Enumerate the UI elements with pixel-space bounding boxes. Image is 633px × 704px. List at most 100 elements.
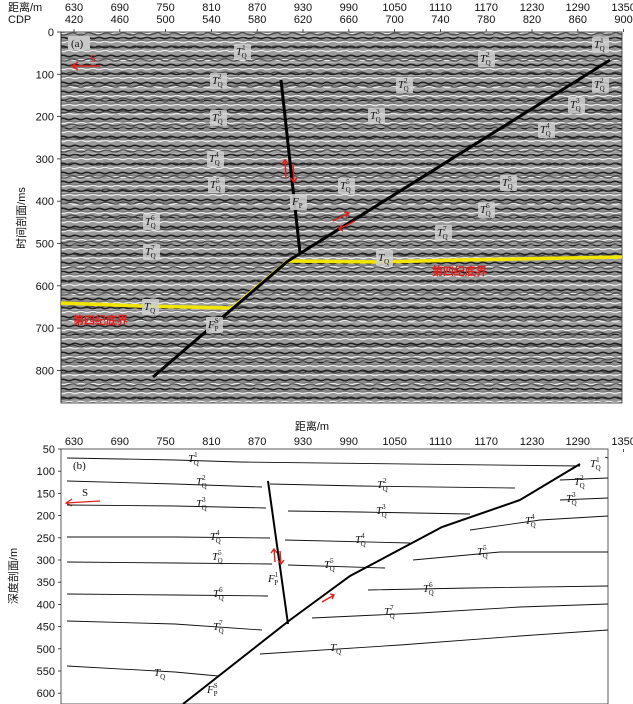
panel-a-shear-arrows-fps (332, 211, 356, 232)
panel-a-distance-label: 距离/m (8, 0, 42, 14)
horizon-label-bg (290, 194, 307, 210)
horizon-label-text: TQ (144, 301, 155, 315)
horizon-label-bg (592, 37, 609, 53)
horizon-label-b-fp-upper: F1 P (267, 571, 279, 587)
horizon-label-text: T3 Q (570, 97, 581, 113)
horizon-label-a-tq-left: TQ (142, 299, 159, 315)
panel-a-y-tick-600: 600 (36, 281, 54, 293)
horizon-label-bg (376, 250, 393, 266)
horizon-label-bg (568, 97, 585, 113)
panel-a-label: (a) (71, 38, 84, 50)
horizon-label-bg (435, 225, 452, 241)
panel-b-fault-fps (182, 463, 581, 704)
horizon-label-bg (210, 110, 227, 126)
horizon-label-a-tq3-left: T3 Q (210, 110, 227, 126)
panel-b-distance-tick-1050: 1050 (382, 436, 406, 448)
panel-b-shear-arrows-fp (270, 547, 285, 566)
panel-b-y-ticks: 50 100 150 200 250 300 350 400 450 500 550 600 (37, 444, 61, 700)
panel-a-cdp-tick-660: 660 (340, 14, 358, 26)
panel-b-distance-tick-690: 690 (111, 436, 129, 448)
horizon-label-a-tq5-right: T5 Q (500, 175, 517, 191)
panel-a-fault-fp (279, 79, 302, 254)
panel-b-frame (60, 448, 609, 704)
panel-b-distance-tick-930: 930 (294, 436, 312, 448)
horizon-label-text: T5 Q (340, 178, 351, 194)
horizon-label-text: T6 Q (423, 581, 434, 597)
panel-a-quaternary-label-right: 第四纪底界 (432, 264, 487, 278)
horizon-label-a-tq7-right: T7 Q (435, 225, 452, 241)
horizon-label-text: FS P (206, 682, 218, 698)
panel-b-distance-tick-1350: 1350 (611, 436, 633, 448)
horizon-label-bg (143, 214, 160, 230)
panel-b-y-tick-150: 150 (37, 488, 55, 500)
horizon-label-a-tq-mid: TQ (376, 250, 393, 266)
horizon-label-text: T4 Q (210, 529, 221, 545)
panel-a-distance-tick-810: 810 (202, 2, 220, 14)
panel-a-distance-tick-1110: 1110 (429, 2, 452, 14)
horizon-label-text: T3 Q (376, 503, 387, 519)
horizon-label-a-tq1-left: T1 Q (234, 44, 251, 60)
horizon-label-b-fp-lower: FS P (206, 682, 218, 698)
horizon-label-bg (207, 151, 224, 167)
panel-a-south-marker: S (90, 53, 96, 65)
panel-a-distance-tick-1230: 1230 (520, 2, 544, 14)
panel-b-label: (b) (73, 460, 86, 472)
panel-a-cdp-tick-820: 820 (523, 14, 541, 26)
horizon-label-bg (478, 51, 495, 67)
horizon-label-a-fp-upper: FP (290, 194, 307, 210)
horizon-label-a-tq2-mid: T2 Q (396, 77, 413, 93)
panel-b-horizon-labels: T1 Q T1 QT2 Q T2 QT2 QT3 Q T3 QT3 QT4 Q T4 QT4 QT5 Q T5 QT… (154, 451, 601, 698)
horizon-label-b-tq4-mid: T4 Q (355, 532, 366, 548)
panel-b-distance-ticks: 630 690 750 810 870 930 990 1050 1110 1170 1230 129… (65, 436, 633, 452)
horizon-label-text: T5 Q (324, 557, 335, 573)
horizon-label-b-tq5-mid: T5 Q (324, 557, 335, 573)
horizon-label-a-tq1-right: T1 Q (592, 37, 609, 53)
horizon-label-text: T5 Q (210, 177, 221, 193)
panel-a-distance-tick-1350: 1350 (611, 2, 633, 14)
panel-a-quaternary-label-left: 第四纪底界 (73, 313, 128, 327)
horizon-label-text: F1 P (267, 571, 279, 587)
panel-b-y-tick-50: 50 (43, 444, 55, 456)
horizon-label-a-tq7-left: T7 Q (143, 244, 160, 260)
horizon-label-b-tq7-right: T7 Q (384, 604, 395, 620)
horizon-label-b-tq-mid: TQ (330, 642, 341, 656)
horizon-label-b-tq3-mid: T3 Q (376, 503, 387, 519)
panel-b-south-arrow (65, 500, 101, 504)
panel-b-y-label: 深度剖面/m (6, 548, 20, 604)
panel-a: 距离/m CDP 630 690 750 810 870 930 990 1050 1110 11… (8, 0, 633, 404)
horizon-label-b-tq3-left: T3 Q (196, 496, 207, 512)
horizon-label-text: TQ (378, 252, 389, 266)
horizon-label-a-tq4-left: T4 Q (207, 151, 224, 167)
horizon-label-b-tq2-mid: T2 Q (377, 477, 388, 493)
panel-b-distance-label: 距离/m (295, 419, 329, 433)
horizon-label-bg (338, 178, 355, 194)
panel-a-cdp-tick-900: 900 (614, 14, 632, 26)
panel-a-distance-tick-1050: 1050 (382, 2, 406, 14)
horizon-label-b-tq2-right: T2 Q (574, 474, 585, 490)
horizon-label-text: T7 Q (145, 244, 156, 260)
horizon-label-text: TQ (330, 642, 341, 656)
panel-b-distance-tick-870: 870 (248, 436, 266, 448)
horizon-label-bg (142, 299, 159, 315)
panel-a-y-label: 时间剖面/ms (14, 187, 28, 249)
horizon-label-bg (500, 175, 517, 191)
horizon-label-text: T6 Q (145, 214, 156, 230)
panel-a-cdp-tick-500: 500 (156, 14, 174, 26)
horizon-label-bg (234, 44, 251, 60)
panel-b-y-tick-450: 450 (37, 622, 55, 634)
panel-a-distance-ticks: 630 690 750 810 870 930 990 1050 1110 1170 1230 129… (65, 2, 633, 14)
panel-b-distance-tick-1230: 1230 (520, 436, 544, 448)
panel-a-cdp-tick-580: 580 (248, 14, 266, 26)
panel-b-distance-tick-1170: 1170 (474, 436, 498, 448)
panel-a-distance-tick-930: 930 (294, 2, 312, 14)
panel-b-south-marker: S (82, 487, 88, 499)
horizon-label-bg (208, 177, 225, 193)
panel-b-shear-arrows-fps (321, 593, 336, 603)
horizon-label-b-tq3-right: T3 Q (566, 491, 577, 507)
horizon-label-text: T5 Q (477, 544, 488, 560)
horizon-label-bg (210, 73, 227, 89)
horizon-label-text: FP (291, 196, 303, 210)
horizon-label-bg (538, 122, 555, 138)
panel-b-distance-tick-1290: 1290 (566, 436, 590, 448)
panel-b-y-tick-200: 200 (37, 511, 55, 523)
